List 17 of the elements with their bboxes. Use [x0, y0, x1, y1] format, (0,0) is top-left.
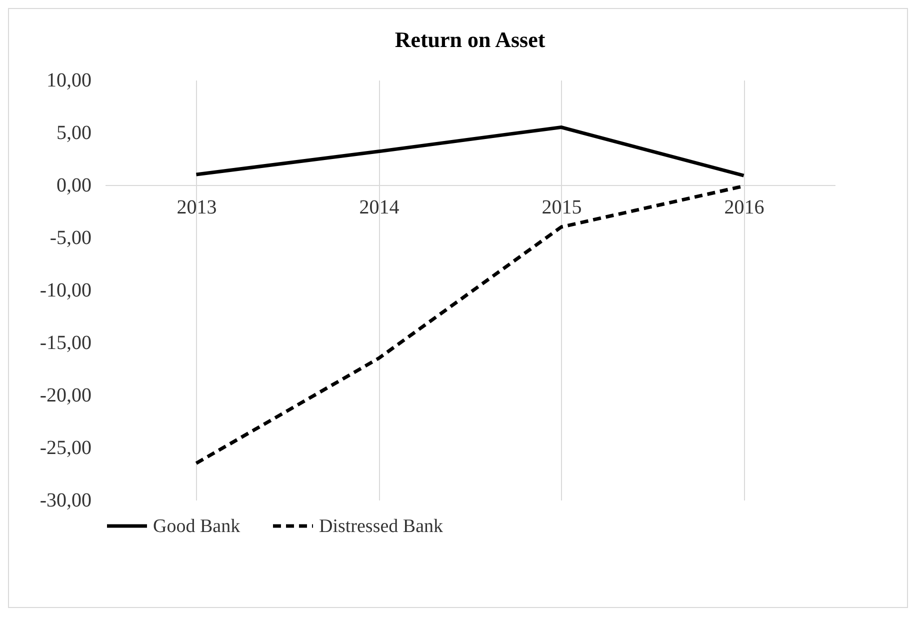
x-tick-label: 2015	[542, 196, 582, 218]
x-tick-label: 2016	[724, 196, 764, 218]
y-tick-label: -20,00	[40, 384, 92, 406]
y-tick-label: -25,00	[40, 437, 92, 459]
legend-label: Distressed Bank	[319, 516, 444, 537]
y-tick-label: -5,00	[50, 227, 92, 249]
y-tick-label: -10,00	[40, 280, 92, 302]
x-tick-label: 2014	[359, 196, 400, 218]
y-tick-label: 5,00	[56, 122, 92, 144]
y-tick-label: -30,00	[40, 490, 92, 512]
line-series	[194, 126, 746, 178]
y-tick-label: 10,00	[46, 70, 92, 92]
y-tick-label: -15,00	[40, 332, 92, 354]
legend-label: Good Bank	[153, 516, 241, 537]
y-tick-label: 0,00	[56, 174, 92, 196]
x-tick-label: 2013	[176, 196, 217, 218]
chart-title: Return on Asset	[394, 27, 546, 52]
